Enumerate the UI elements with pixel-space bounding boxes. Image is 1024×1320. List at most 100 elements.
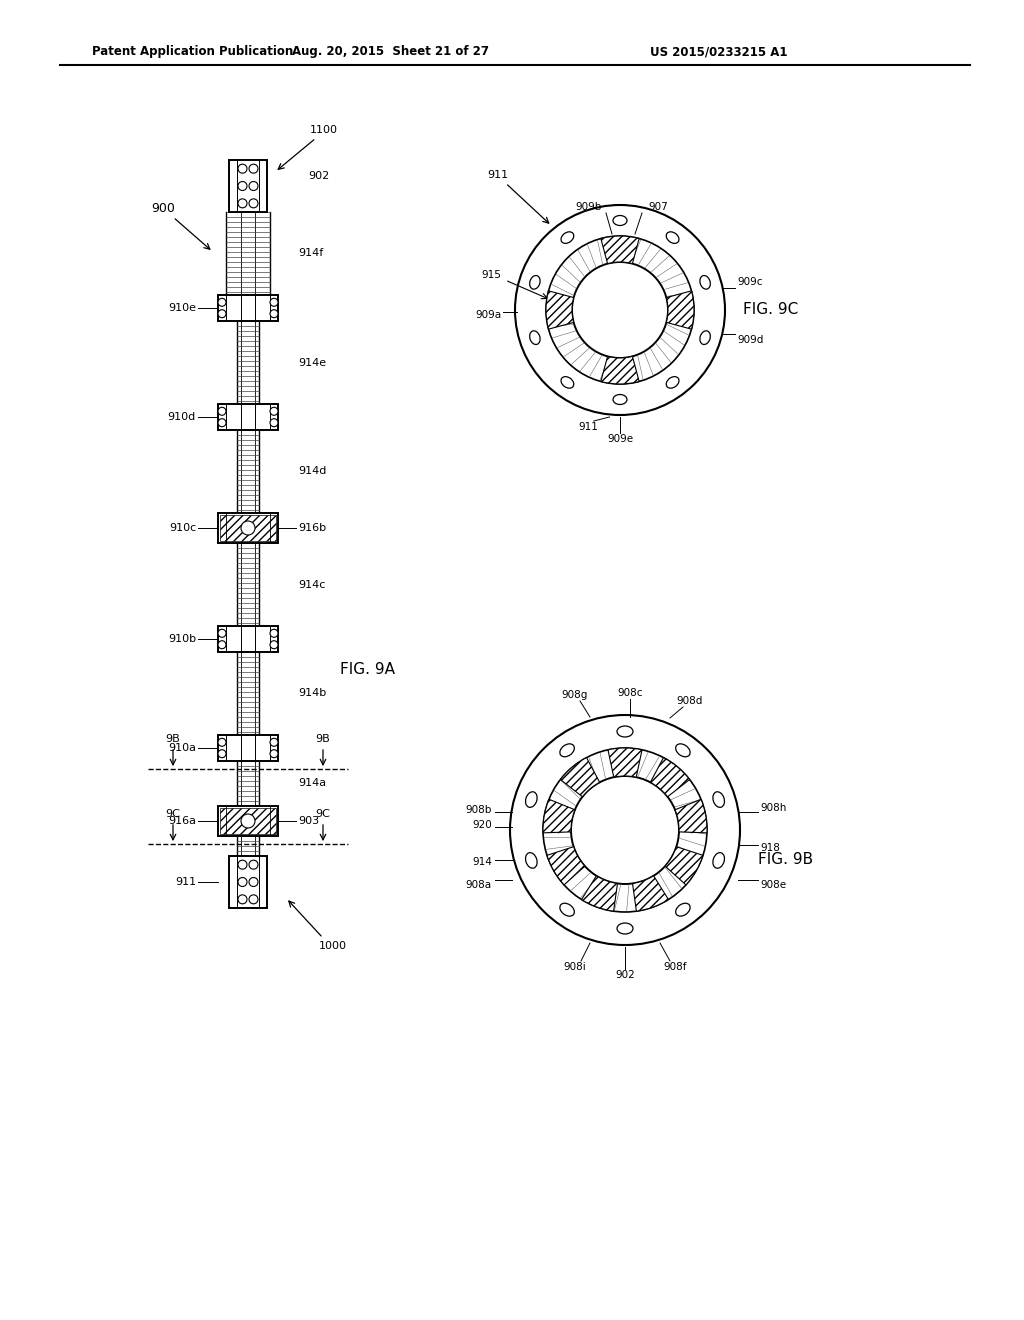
Ellipse shape bbox=[617, 923, 633, 935]
Ellipse shape bbox=[613, 215, 627, 226]
Wedge shape bbox=[560, 758, 600, 797]
Text: 914c: 914c bbox=[298, 579, 326, 590]
Bar bbox=[218, 626, 278, 652]
Text: FIG. 9C: FIG. 9C bbox=[743, 302, 799, 318]
Text: 9B: 9B bbox=[315, 734, 331, 744]
Circle shape bbox=[238, 181, 247, 190]
Text: 916b: 916b bbox=[298, 523, 326, 533]
Circle shape bbox=[238, 878, 247, 887]
Ellipse shape bbox=[525, 853, 538, 869]
Bar bbox=[218, 807, 278, 836]
Text: 1000: 1000 bbox=[319, 941, 347, 950]
Ellipse shape bbox=[613, 395, 627, 404]
Ellipse shape bbox=[713, 853, 724, 869]
Bar bbox=[229, 160, 267, 213]
Circle shape bbox=[270, 630, 278, 638]
Ellipse shape bbox=[529, 331, 540, 345]
Ellipse shape bbox=[676, 903, 690, 916]
Text: 910d: 910d bbox=[168, 412, 196, 422]
Text: 910e: 910e bbox=[168, 304, 196, 313]
Text: 908g: 908g bbox=[562, 690, 588, 700]
Bar bbox=[218, 513, 278, 543]
Text: 916a: 916a bbox=[168, 816, 196, 826]
Text: 909c: 909c bbox=[737, 277, 763, 286]
Circle shape bbox=[515, 205, 725, 414]
Circle shape bbox=[270, 750, 278, 758]
Bar bbox=[229, 855, 267, 908]
Circle shape bbox=[543, 748, 707, 912]
Text: 920: 920 bbox=[472, 820, 492, 830]
Circle shape bbox=[249, 861, 258, 869]
Circle shape bbox=[238, 895, 247, 904]
Text: 9C: 9C bbox=[166, 809, 180, 818]
Text: 1100: 1100 bbox=[310, 125, 338, 135]
Text: 911: 911 bbox=[175, 876, 196, 887]
Circle shape bbox=[218, 298, 226, 306]
Circle shape bbox=[270, 298, 278, 306]
Ellipse shape bbox=[676, 744, 690, 756]
Wedge shape bbox=[601, 356, 639, 384]
Text: 9B: 9B bbox=[166, 734, 180, 744]
Wedge shape bbox=[547, 846, 585, 884]
Circle shape bbox=[218, 630, 226, 638]
Wedge shape bbox=[601, 236, 639, 264]
Wedge shape bbox=[650, 758, 689, 797]
Text: 9C: 9C bbox=[315, 809, 331, 818]
Ellipse shape bbox=[713, 792, 724, 808]
Text: 907: 907 bbox=[648, 202, 668, 213]
Text: 903: 903 bbox=[298, 816, 319, 826]
Circle shape bbox=[218, 640, 226, 648]
Circle shape bbox=[270, 418, 278, 426]
Text: 910c: 910c bbox=[169, 523, 196, 533]
Circle shape bbox=[546, 236, 694, 384]
Wedge shape bbox=[543, 800, 574, 833]
Circle shape bbox=[270, 738, 278, 746]
Text: 914f: 914f bbox=[298, 248, 324, 259]
Circle shape bbox=[249, 164, 258, 173]
Circle shape bbox=[241, 521, 255, 535]
Circle shape bbox=[270, 408, 278, 416]
Text: US 2015/0233215 A1: US 2015/0233215 A1 bbox=[650, 45, 787, 58]
Text: 909a: 909a bbox=[475, 310, 501, 319]
Circle shape bbox=[249, 878, 258, 887]
Text: 914: 914 bbox=[472, 857, 492, 867]
Circle shape bbox=[572, 261, 668, 358]
Circle shape bbox=[249, 181, 258, 190]
Text: 908i: 908i bbox=[563, 962, 587, 972]
Ellipse shape bbox=[699, 276, 711, 289]
Text: FIG. 9A: FIG. 9A bbox=[340, 661, 395, 676]
Text: 908d: 908d bbox=[677, 696, 703, 706]
Text: 909d: 909d bbox=[737, 335, 763, 345]
Text: 909e: 909e bbox=[607, 434, 633, 444]
Ellipse shape bbox=[699, 331, 711, 345]
Ellipse shape bbox=[561, 232, 573, 243]
Text: 908a: 908a bbox=[466, 880, 492, 890]
Text: 900: 900 bbox=[152, 202, 175, 215]
Text: FIG. 9B: FIG. 9B bbox=[758, 853, 813, 867]
Circle shape bbox=[218, 750, 226, 758]
Bar bbox=[218, 404, 278, 430]
Ellipse shape bbox=[617, 726, 633, 737]
Circle shape bbox=[238, 861, 247, 869]
Wedge shape bbox=[582, 875, 617, 911]
Circle shape bbox=[218, 738, 226, 746]
Text: 908h: 908h bbox=[760, 803, 786, 813]
Bar bbox=[218, 294, 278, 321]
Text: Patent Application Publication: Patent Application Publication bbox=[92, 45, 293, 58]
Text: 914e: 914e bbox=[298, 358, 326, 367]
Text: 911: 911 bbox=[487, 170, 508, 180]
Ellipse shape bbox=[560, 744, 574, 756]
Wedge shape bbox=[675, 800, 707, 833]
Wedge shape bbox=[546, 290, 573, 329]
Circle shape bbox=[241, 814, 255, 828]
Circle shape bbox=[249, 199, 258, 207]
Circle shape bbox=[218, 408, 226, 416]
Text: 902: 902 bbox=[308, 172, 330, 181]
Text: 911: 911 bbox=[579, 422, 598, 432]
Bar bbox=[220, 808, 276, 834]
Text: 914d: 914d bbox=[298, 466, 327, 477]
Ellipse shape bbox=[525, 792, 538, 808]
Text: 908f: 908f bbox=[664, 962, 687, 972]
Wedge shape bbox=[608, 748, 642, 777]
Bar bbox=[218, 735, 278, 762]
